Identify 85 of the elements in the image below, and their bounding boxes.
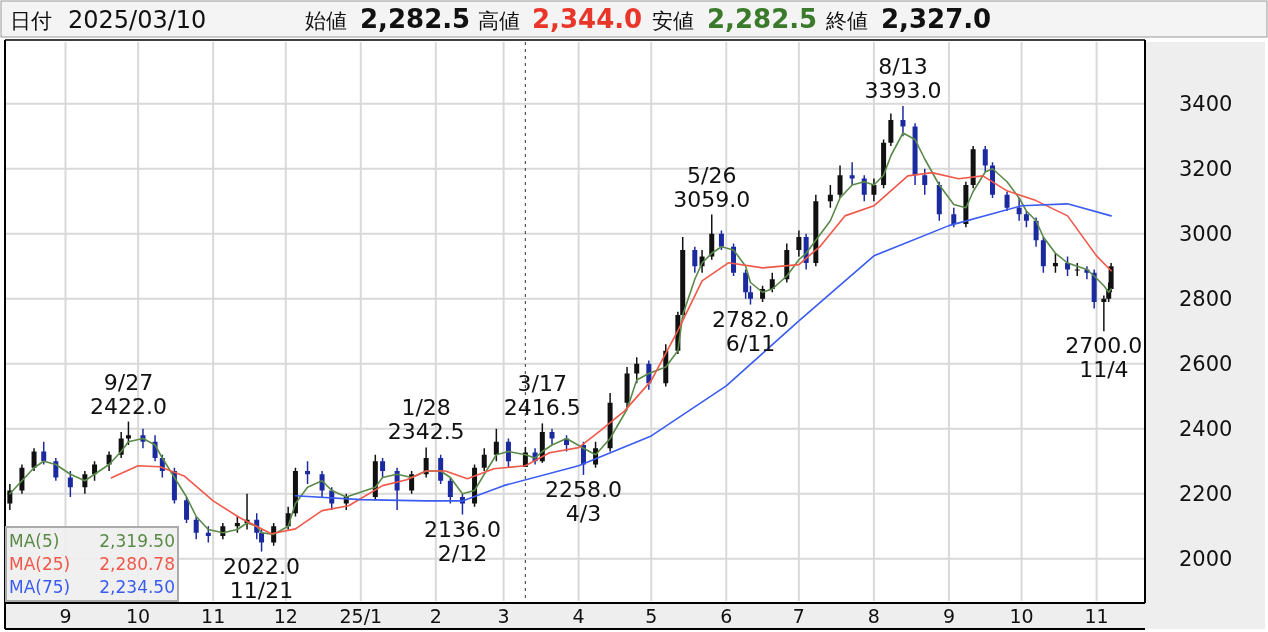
y-tick-label: 3200 bbox=[1179, 156, 1233, 181]
x-tick-label: 2 bbox=[429, 605, 442, 627]
annotation: 9/27 2422.0 bbox=[89, 369, 167, 419]
annotation: 2,234.50 bbox=[99, 577, 175, 597]
candlestick bbox=[849, 161, 855, 186]
candlestick bbox=[837, 164, 843, 199]
candlestick bbox=[305, 460, 311, 485]
candlestick bbox=[259, 528, 265, 553]
candlestick bbox=[31, 447, 37, 472]
candlestick bbox=[769, 272, 775, 293]
candlestick bbox=[493, 428, 499, 462]
candlestick bbox=[41, 441, 47, 466]
candlestick bbox=[900, 105, 906, 137]
candlestick bbox=[743, 268, 749, 300]
candlestick bbox=[922, 168, 928, 196]
legend: MA(5) 2,319.50 MA(25) 2,280.78 MA(75) 2,234.50 bbox=[5, 526, 179, 602]
candlestick bbox=[380, 457, 386, 479]
x-tick-label: 10 bbox=[1009, 605, 1034, 627]
candlestick bbox=[951, 207, 957, 228]
candlestick bbox=[1065, 255, 1071, 277]
candlestick bbox=[692, 246, 698, 274]
annotation: 1/28 2342.5 bbox=[387, 395, 465, 445]
text: 安値 bbox=[652, 9, 694, 33]
candlestick bbox=[67, 470, 73, 498]
annotation: 3/17 2416.5 bbox=[503, 371, 581, 421]
text: 2,344.0 bbox=[532, 4, 643, 34]
x-tick-label: 10 bbox=[126, 605, 151, 627]
x-tick-label: 12 bbox=[273, 605, 298, 627]
text: 2,282.5 bbox=[707, 4, 818, 34]
x-tick-label: 9 bbox=[942, 605, 955, 627]
annotation: 2700.0 11/4 bbox=[1065, 333, 1143, 383]
text: 2,327.0 bbox=[881, 4, 992, 34]
annotation: 2022.0 11/21 bbox=[223, 553, 301, 603]
y-tick-label: 2600 bbox=[1179, 351, 1233, 376]
candlestick bbox=[718, 229, 724, 251]
text: 2025/03/10 bbox=[68, 6, 207, 34]
candlestick bbox=[319, 470, 325, 498]
y-tick-label: 2200 bbox=[1179, 481, 1233, 506]
candlestick bbox=[888, 112, 894, 147]
annotation: 5/26 3059.0 bbox=[673, 162, 751, 212]
candlestick bbox=[447, 476, 453, 505]
text: 始値 bbox=[305, 9, 347, 33]
y-tick-label: 2400 bbox=[1179, 416, 1233, 441]
x-tick-label: 11 bbox=[201, 605, 226, 627]
candlestick bbox=[125, 420, 131, 446]
x-tick-label: 6 bbox=[720, 605, 733, 627]
annotation: 2,280.78 bbox=[99, 554, 175, 574]
candlestick bbox=[409, 470, 415, 495]
annotation: 2782.0 6/11 bbox=[711, 306, 789, 356]
candlestick bbox=[982, 145, 988, 173]
candlestick bbox=[53, 457, 59, 482]
candlestick bbox=[438, 454, 444, 485]
candlestick bbox=[1004, 190, 1010, 212]
x-tick-label: 4 bbox=[572, 605, 585, 627]
x-tick-label: 25/1 bbox=[339, 605, 383, 627]
annotation: 2258.0 4/3 bbox=[544, 476, 622, 526]
candlestick bbox=[796, 229, 802, 258]
candlestick bbox=[481, 447, 487, 472]
candlestick bbox=[19, 463, 25, 495]
candlestick bbox=[1016, 197, 1022, 222]
candlestick bbox=[184, 496, 190, 524]
annotation: 2136.0 2/12 bbox=[423, 516, 501, 566]
text: 2,282.5 bbox=[360, 4, 471, 34]
x-tick-label: 8 bbox=[867, 605, 880, 627]
candlestick bbox=[747, 285, 753, 306]
candlestick bbox=[827, 184, 833, 209]
y-tick-label: 3400 bbox=[1179, 91, 1233, 116]
annotation: 2,319.50 bbox=[99, 531, 175, 551]
candlestick bbox=[871, 177, 877, 202]
y-tick-label: 2000 bbox=[1179, 546, 1233, 571]
x-tick-label: 9 bbox=[59, 605, 72, 627]
text: 日付 bbox=[10, 9, 52, 33]
candlestick bbox=[193, 515, 199, 540]
x-tick-label: 5 bbox=[645, 605, 658, 627]
text: 終値 bbox=[825, 9, 868, 33]
annotation: 8/13 3393.0 bbox=[864, 54, 942, 104]
candlestick bbox=[7, 483, 13, 511]
x-tick-label: 7 bbox=[792, 605, 805, 627]
candlestick bbox=[1074, 262, 1080, 277]
text: 高値 bbox=[478, 9, 520, 33]
y-tick-label: 2800 bbox=[1179, 286, 1233, 311]
y-tick-label: 3000 bbox=[1179, 221, 1233, 246]
candlestick bbox=[1052, 252, 1058, 274]
x-tick-label: 11 bbox=[1084, 605, 1109, 627]
x-tick-label: 3 bbox=[497, 605, 510, 627]
